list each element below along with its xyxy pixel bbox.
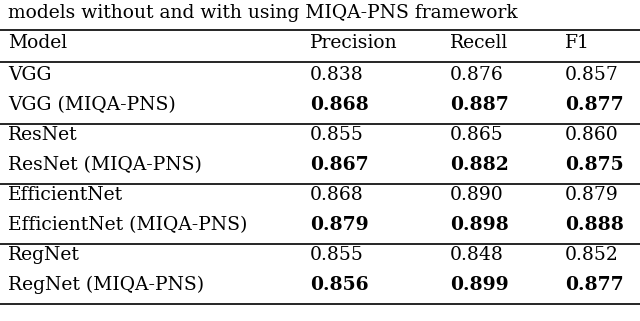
Text: RegNet: RegNet xyxy=(8,246,80,264)
Text: EfficientNet: EfficientNet xyxy=(8,186,123,204)
Text: 0.865: 0.865 xyxy=(450,126,504,144)
Text: 0.867: 0.867 xyxy=(310,156,369,174)
Text: 0.855: 0.855 xyxy=(310,246,364,264)
Text: models without and with using MIQA-PNS framework: models without and with using MIQA-PNS f… xyxy=(8,4,518,22)
Text: 0.898: 0.898 xyxy=(450,216,509,234)
Text: 0.860: 0.860 xyxy=(565,126,619,144)
Text: VGG: VGG xyxy=(8,66,51,84)
Text: 0.877: 0.877 xyxy=(565,96,623,114)
Text: VGG (MIQA-PNS): VGG (MIQA-PNS) xyxy=(8,96,176,114)
Text: ResNet: ResNet xyxy=(8,126,77,144)
Text: F1: F1 xyxy=(565,34,590,52)
Text: 0.882: 0.882 xyxy=(450,156,509,174)
Text: Recell: Recell xyxy=(450,34,508,52)
Text: 0.855: 0.855 xyxy=(310,126,364,144)
Text: EfficientNet (MIQA-PNS): EfficientNet (MIQA-PNS) xyxy=(8,216,248,234)
Text: 0.868: 0.868 xyxy=(310,96,369,114)
Text: 0.888: 0.888 xyxy=(565,216,624,234)
Text: 0.899: 0.899 xyxy=(450,276,509,294)
Text: 0.887: 0.887 xyxy=(450,96,509,114)
Text: Model: Model xyxy=(8,34,67,52)
Text: 0.877: 0.877 xyxy=(565,276,623,294)
Text: 0.879: 0.879 xyxy=(310,216,369,234)
Text: Precision: Precision xyxy=(310,34,397,52)
Text: 0.856: 0.856 xyxy=(310,276,369,294)
Text: 0.875: 0.875 xyxy=(565,156,623,174)
Text: 0.890: 0.890 xyxy=(450,186,504,204)
Text: 0.838: 0.838 xyxy=(310,66,364,84)
Text: 0.879: 0.879 xyxy=(565,186,619,204)
Text: 0.857: 0.857 xyxy=(565,66,619,84)
Text: 0.868: 0.868 xyxy=(310,186,364,204)
Text: ResNet (MIQA-PNS): ResNet (MIQA-PNS) xyxy=(8,156,202,174)
Text: 0.876: 0.876 xyxy=(450,66,504,84)
Text: RegNet (MIQA-PNS): RegNet (MIQA-PNS) xyxy=(8,276,204,294)
Text: 0.848: 0.848 xyxy=(450,246,504,264)
Text: 0.852: 0.852 xyxy=(565,246,619,264)
